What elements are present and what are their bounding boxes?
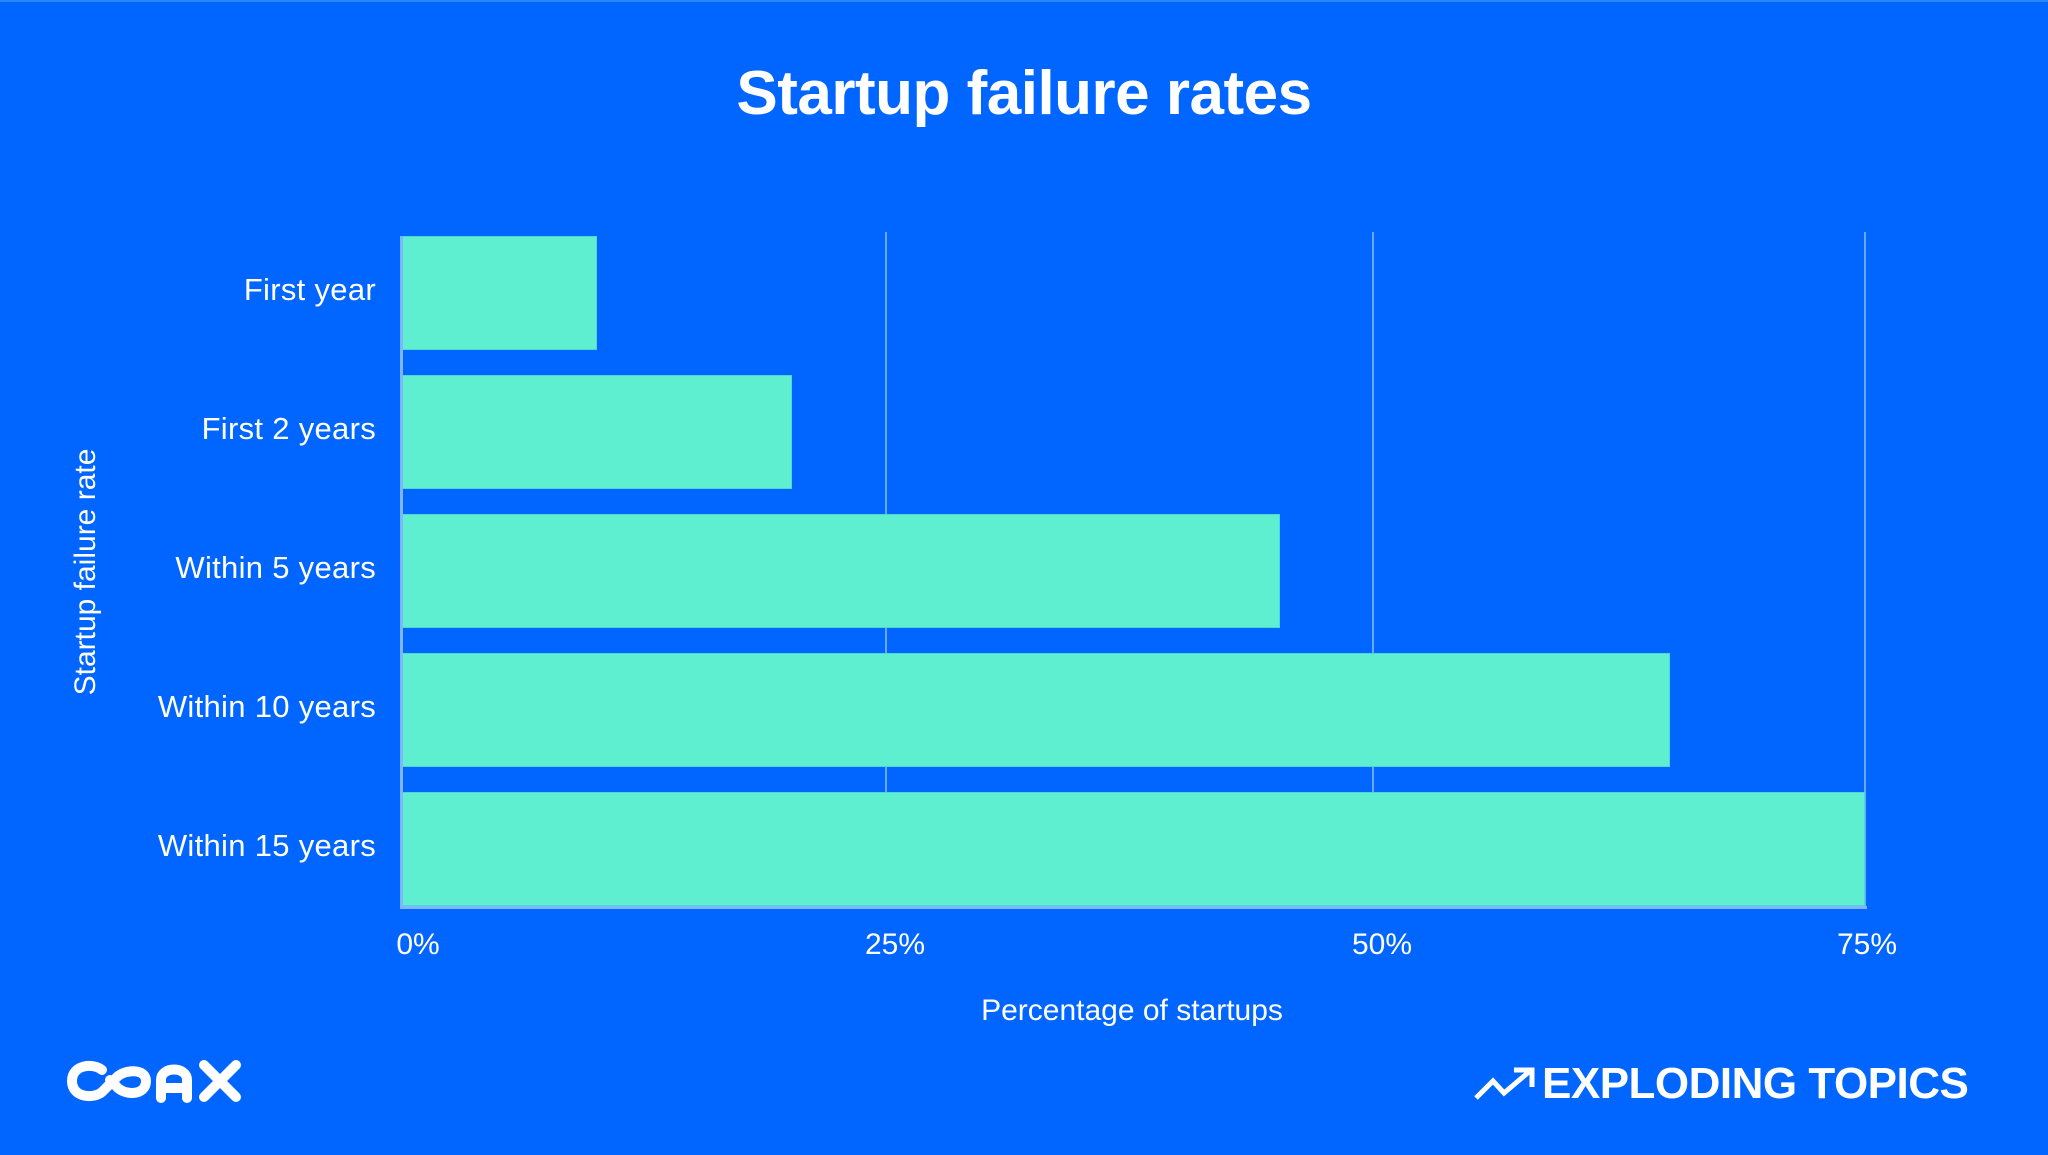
x-axis-line (400, 906, 1867, 909)
y-axis-line (400, 236, 403, 908)
x-tick-label: 25% (864, 928, 926, 961)
gridline-75 (1864, 232, 1866, 908)
exploding-topics-wordmark: EXPLODING TOPICS (1542, 1059, 1969, 1108)
chart-title: Startup failure rates (736, 59, 1312, 128)
bar-within-5-years (402, 514, 1280, 628)
bar-within-10-years (402, 653, 1670, 767)
coax-logo (64, 1058, 248, 1104)
exploding-topics-logo: EXPLODING TOPICS (1474, 1059, 1969, 1108)
category-label: First 2 years (201, 411, 376, 446)
category-label: Within 10 years (157, 689, 376, 724)
x-axis-label: Percentage of startups (981, 994, 1283, 1027)
category-label: Within 5 years (175, 550, 376, 585)
category-label: First year (243, 272, 376, 307)
trending-up-arrow-icon (1474, 1067, 1535, 1100)
x-tick-label: 75% (1836, 928, 1898, 961)
x-tick-label: 50% (1351, 928, 1413, 961)
top-border (0, 0, 2048, 2)
gridline-50 (1372, 232, 1374, 908)
category-label: Within 15 years (157, 828, 376, 863)
bar-first-year (402, 236, 598, 350)
plot-area (400, 232, 1867, 909)
bar-first-2-years (402, 375, 793, 489)
y-axis-label: Startup failure rate (69, 448, 102, 696)
x-tick-label: 0% (396, 928, 440, 961)
coax-logo-icon (67, 1060, 241, 1103)
bar-within-15-years (402, 792, 1865, 906)
